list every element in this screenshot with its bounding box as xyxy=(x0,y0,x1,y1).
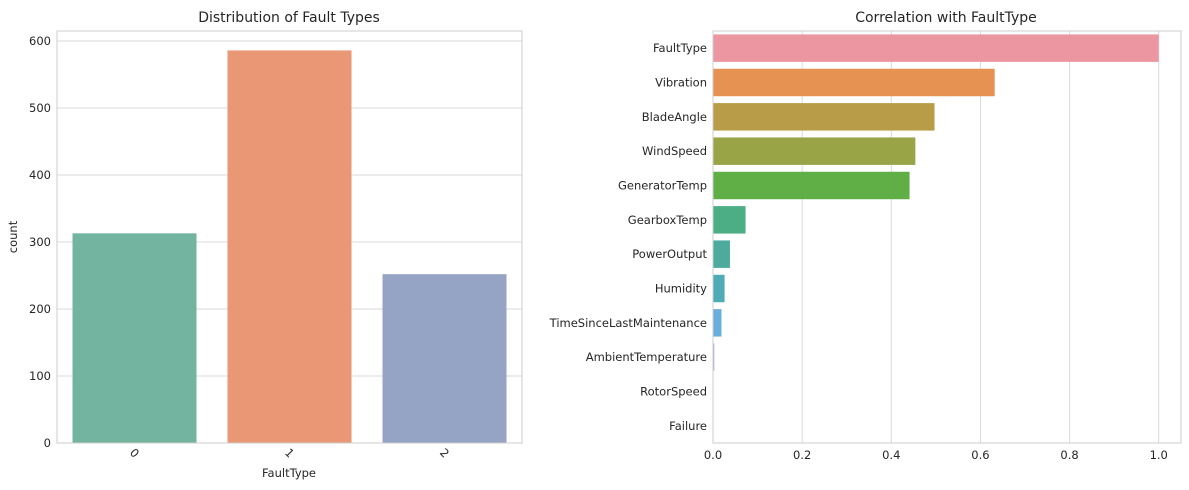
y-tick-label-right: BladeAngle xyxy=(642,110,707,124)
bar-ambienttemperature xyxy=(713,343,715,371)
bar-faulttype-2 xyxy=(382,274,507,443)
y-tick-label-left: 200 xyxy=(29,302,51,316)
correlation-chart: Correlation with FaultType FaultType Vibr… xyxy=(549,10,1182,462)
x-tick-label-right: 0.4 xyxy=(882,448,900,462)
bar-poweroutput xyxy=(713,240,730,268)
y-tick-label-right: FaultType xyxy=(653,41,707,55)
x-tick-label-right: 0.8 xyxy=(1060,448,1078,462)
y-axis-label-left: count xyxy=(6,220,20,253)
plot-frame-right xyxy=(712,30,1182,444)
y-tick-label-right: Humidity xyxy=(655,282,707,296)
bar-faulttype-1 xyxy=(227,50,352,443)
x-tick-label-left: 2 xyxy=(437,445,452,460)
y-tick-label-left: 500 xyxy=(29,101,51,115)
y-tick-label-left: 600 xyxy=(29,34,51,48)
bar-humidity xyxy=(713,274,725,303)
y-tick-label-right: WindSpeed xyxy=(642,144,707,158)
bar-faulttype xyxy=(713,34,1159,62)
y-tick-label-right: Vibration xyxy=(655,76,707,90)
y-tick-label-right: GearboxTemp xyxy=(628,213,707,227)
y-tick-label-left: 400 xyxy=(29,168,51,182)
x-tick-label-right: 0.0 xyxy=(704,448,722,462)
x-tick-label-right: 0.2 xyxy=(793,448,811,462)
chart-title-right: Correlation with FaultType xyxy=(855,10,1037,26)
x-tick-label-left: 0 xyxy=(127,445,142,460)
fault-type-distribution-chart: Distribution of Fault Types 0 100 200 300 40… xyxy=(6,10,523,480)
x-tick-label-right: 1.0 xyxy=(1150,448,1168,462)
y-tick-label-left: 0 xyxy=(44,436,51,450)
plot-frame-left xyxy=(56,30,523,444)
x-axis-label-left: FaultType xyxy=(262,466,316,480)
bar-faulttype-0 xyxy=(72,233,197,443)
x-tick-label-right: 0.6 xyxy=(971,448,989,462)
y-tick-label-right: GeneratorTemp xyxy=(618,179,707,193)
bar-bladeangle xyxy=(713,103,935,131)
bar-windspeed xyxy=(713,137,916,165)
y-tick-label-right: AmbientTemperature xyxy=(586,350,707,364)
y-tick-label-left: 100 xyxy=(29,369,51,383)
y-tick-label-right: RotorSpeed xyxy=(640,385,707,399)
y-tick-label-left: 300 xyxy=(29,235,51,249)
y-tick-label-right: TimeSinceLastMaintenance xyxy=(549,316,707,330)
x-tick-label-left: 1 xyxy=(282,445,297,460)
bar-vibration xyxy=(713,68,995,97)
bar-gearboxtemp xyxy=(713,206,746,234)
bar-generatortemp xyxy=(713,171,910,200)
y-tick-label-right: PowerOutput xyxy=(632,247,707,261)
y-tick-label-right: Failure xyxy=(669,419,707,433)
chart-title-left: Distribution of Fault Types xyxy=(198,10,380,26)
bar-timesincelastmaintenance xyxy=(713,309,722,337)
